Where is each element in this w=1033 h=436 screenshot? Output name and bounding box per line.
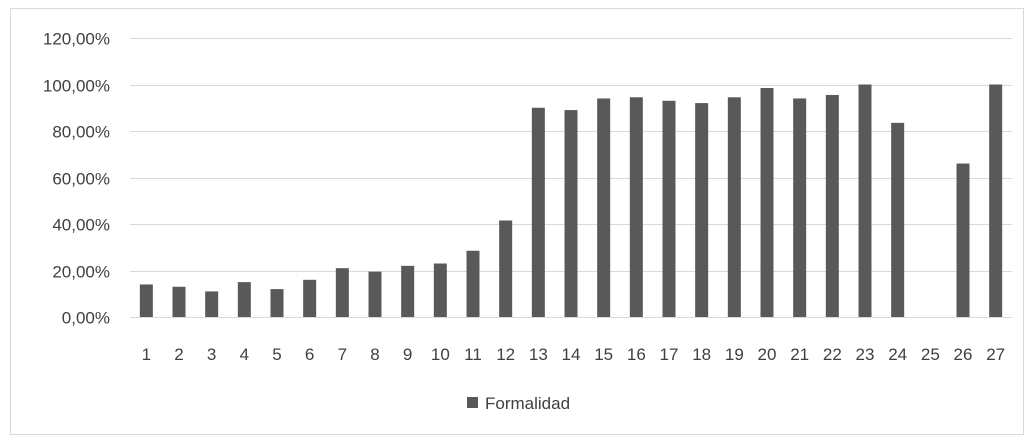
y-tick-label: 100,00%	[43, 77, 110, 96]
x-tick-label: 16	[627, 345, 646, 364]
x-axis-tick-labels: 1 2 3 4 5 6 7 8 9 10 11 12 13 14 15 16 17 18 19 20 21 22 23 24 2…	[142, 345, 1006, 364]
bar-2	[172, 286, 186, 317]
x-tick-label: 25	[921, 345, 940, 364]
bar-17	[662, 100, 676, 317]
bar-23	[858, 84, 872, 317]
legend: Formalidad	[467, 394, 570, 413]
x-tick-label: 7	[338, 345, 347, 364]
bars	[139, 84, 1003, 318]
x-tick-label: 23	[856, 345, 875, 364]
x-tick-label: 9	[403, 345, 412, 364]
x-tick-label: 15	[594, 345, 613, 364]
bar-21	[793, 98, 807, 317]
bar-11	[466, 250, 480, 317]
bar-22	[825, 94, 839, 318]
bar-9	[401, 265, 415, 317]
x-tick-label: 13	[529, 345, 548, 364]
bar-16	[629, 97, 643, 317]
y-tick-label: 0,00%	[62, 309, 110, 328]
bar-3	[205, 291, 219, 317]
x-tick-label: 24	[888, 345, 907, 364]
x-tick-label: 14	[562, 345, 581, 364]
bar-8	[368, 271, 382, 317]
x-tick-label: 22	[823, 345, 842, 364]
bar-20	[760, 87, 774, 318]
x-tick-label: 19	[725, 345, 744, 364]
x-tick-label: 5	[272, 345, 281, 364]
x-tick-label: 4	[240, 345, 249, 364]
bar-14	[564, 110, 578, 317]
bar-26	[956, 163, 970, 317]
x-tick-label: 20	[758, 345, 777, 364]
chart-frame	[10, 8, 1024, 435]
bar-18	[695, 103, 709, 317]
y-tick-label: 40,00%	[52, 216, 110, 235]
bar-15	[597, 98, 611, 317]
x-tick-label: 10	[431, 345, 450, 364]
bar-27	[989, 84, 1003, 317]
bar-10	[433, 263, 447, 317]
x-tick-label: 2	[174, 345, 183, 364]
x-tick-label: 12	[496, 345, 515, 364]
bar-19	[727, 97, 741, 317]
bar-5	[270, 289, 284, 317]
x-tick-label: 26	[954, 345, 973, 364]
x-tick-label: 21	[790, 345, 809, 364]
x-tick-label: 1	[142, 345, 151, 364]
bar-13	[531, 107, 545, 317]
y-tick-label: 20,00%	[52, 263, 110, 282]
x-tick-label: 8	[370, 345, 379, 364]
x-tick-label: 3	[207, 345, 216, 364]
x-tick-label: 17	[660, 345, 679, 364]
bar-7	[335, 268, 349, 317]
bar-24	[891, 122, 905, 317]
x-tick-label: 11	[464, 345, 482, 364]
bar-6	[303, 279, 317, 317]
x-tick-label: 18	[692, 345, 711, 364]
legend-swatch	[467, 397, 478, 408]
bar-4	[237, 282, 251, 318]
bar-12	[499, 220, 513, 317]
x-tick-label: 6	[305, 345, 314, 364]
y-tick-label: 80,00%	[52, 123, 110, 142]
bar-1	[139, 284, 153, 317]
legend-label-formalidad: Formalidad	[485, 394, 570, 413]
y-axis-tick-labels: 0,00% 20,00% 40,00% 60,00% 80,00% 100,00% 120,…	[43, 30, 110, 328]
y-tick-label: 60,00%	[52, 170, 110, 189]
y-tick-label: 120,00%	[43, 30, 110, 49]
x-tick-label: 27	[986, 345, 1005, 364]
